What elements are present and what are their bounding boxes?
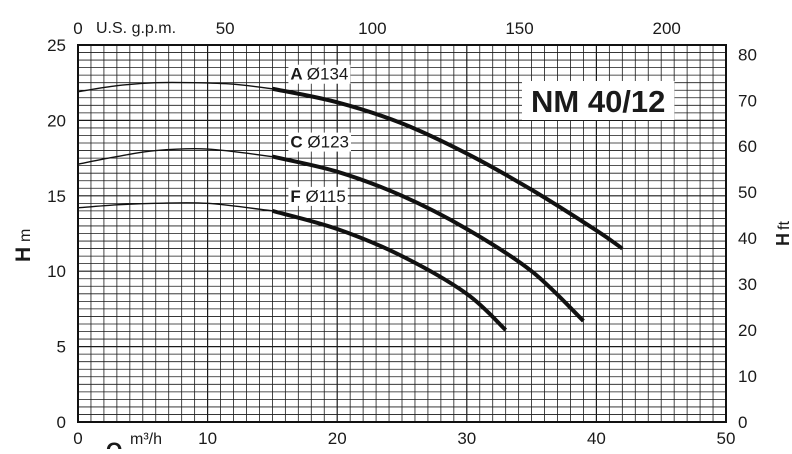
left-axis-title: H m bbox=[12, 229, 35, 262]
bottom-tick-label: 0 bbox=[73, 429, 82, 448]
curve-line-full-range bbox=[77, 147, 273, 165]
left-tick-label: 20 bbox=[47, 111, 66, 130]
curve-label: A Ø134 bbox=[290, 65, 348, 84]
grid-lines bbox=[78, 45, 726, 422]
right-tick-label: 80 bbox=[738, 45, 757, 64]
left-axis-letter: H bbox=[12, 247, 35, 262]
tick-labels: 0 10 20 30 40 500 50 100 150 20005101520250102030… bbox=[47, 19, 757, 448]
curve-label: F Ø115 bbox=[290, 187, 345, 206]
bottom-tick-label: 20 bbox=[328, 429, 347, 448]
left-tick-label: 0 bbox=[57, 413, 66, 432]
curve-a: A Ø134 bbox=[77, 64, 624, 251]
bottom-tick-label: 30 bbox=[457, 429, 476, 448]
top-tick-label: 0 bbox=[73, 19, 82, 38]
curve-label-background bbox=[288, 64, 351, 84]
left-tick-label: 15 bbox=[47, 187, 66, 206]
top-axis-unit: U.S. g.p.m. bbox=[96, 20, 176, 37]
right-tick-label: 70 bbox=[738, 91, 757, 110]
bottom-axis-letter: Q bbox=[106, 439, 122, 449]
bottom-tick-label: 40 bbox=[587, 429, 606, 448]
top-tick-label: 100 bbox=[358, 19, 386, 38]
bottom-tick-label: 50 bbox=[717, 429, 736, 448]
right-tick-label: 40 bbox=[738, 229, 757, 248]
curve-line-operating-range bbox=[271, 154, 585, 323]
plot-frame bbox=[77, 44, 727, 423]
left-axis-unit: m bbox=[17, 229, 34, 242]
left-tick-label: 10 bbox=[47, 262, 66, 281]
top-tick-label: 200 bbox=[653, 19, 681, 38]
right-axis-letter: H bbox=[773, 233, 792, 246]
left-tick-label: 25 bbox=[47, 36, 66, 55]
right-axis-unit: ft bbox=[776, 221, 792, 230]
right-tick-label: 30 bbox=[738, 275, 757, 294]
curve-label-background bbox=[288, 132, 351, 152]
curve-label: C Ø123 bbox=[290, 133, 349, 152]
right-tick-label: 20 bbox=[738, 321, 757, 340]
top-tick-label: 150 bbox=[505, 19, 533, 38]
left-tick-label: 5 bbox=[57, 338, 66, 357]
curve-label-background bbox=[288, 186, 348, 206]
right-tick-label: 10 bbox=[738, 367, 757, 386]
curve-line-operating-range bbox=[271, 208, 508, 332]
curve-f: F Ø115 bbox=[77, 186, 508, 332]
bottom-tick-label: 10 bbox=[198, 429, 217, 448]
right-tick-label: 60 bbox=[738, 137, 757, 156]
performance-curves: A Ø134 C Ø123 F Ø115 bbox=[77, 64, 624, 332]
right-axis-title: H ft bbox=[773, 221, 792, 246]
curve-line-full-range bbox=[77, 202, 273, 212]
bottom-axis-unit: m³/h bbox=[130, 431, 162, 448]
curve-c: C Ø123 bbox=[77, 132, 585, 323]
top-tick-label: 50 bbox=[216, 19, 235, 38]
curve-line-full-range bbox=[77, 81, 273, 93]
right-tick-label: 0 bbox=[738, 413, 747, 432]
model-title: NM 40/12 bbox=[531, 84, 665, 119]
curve-line-operating-range bbox=[271, 86, 624, 251]
right-tick-label: 50 bbox=[738, 183, 757, 202]
title-background bbox=[522, 81, 675, 120]
